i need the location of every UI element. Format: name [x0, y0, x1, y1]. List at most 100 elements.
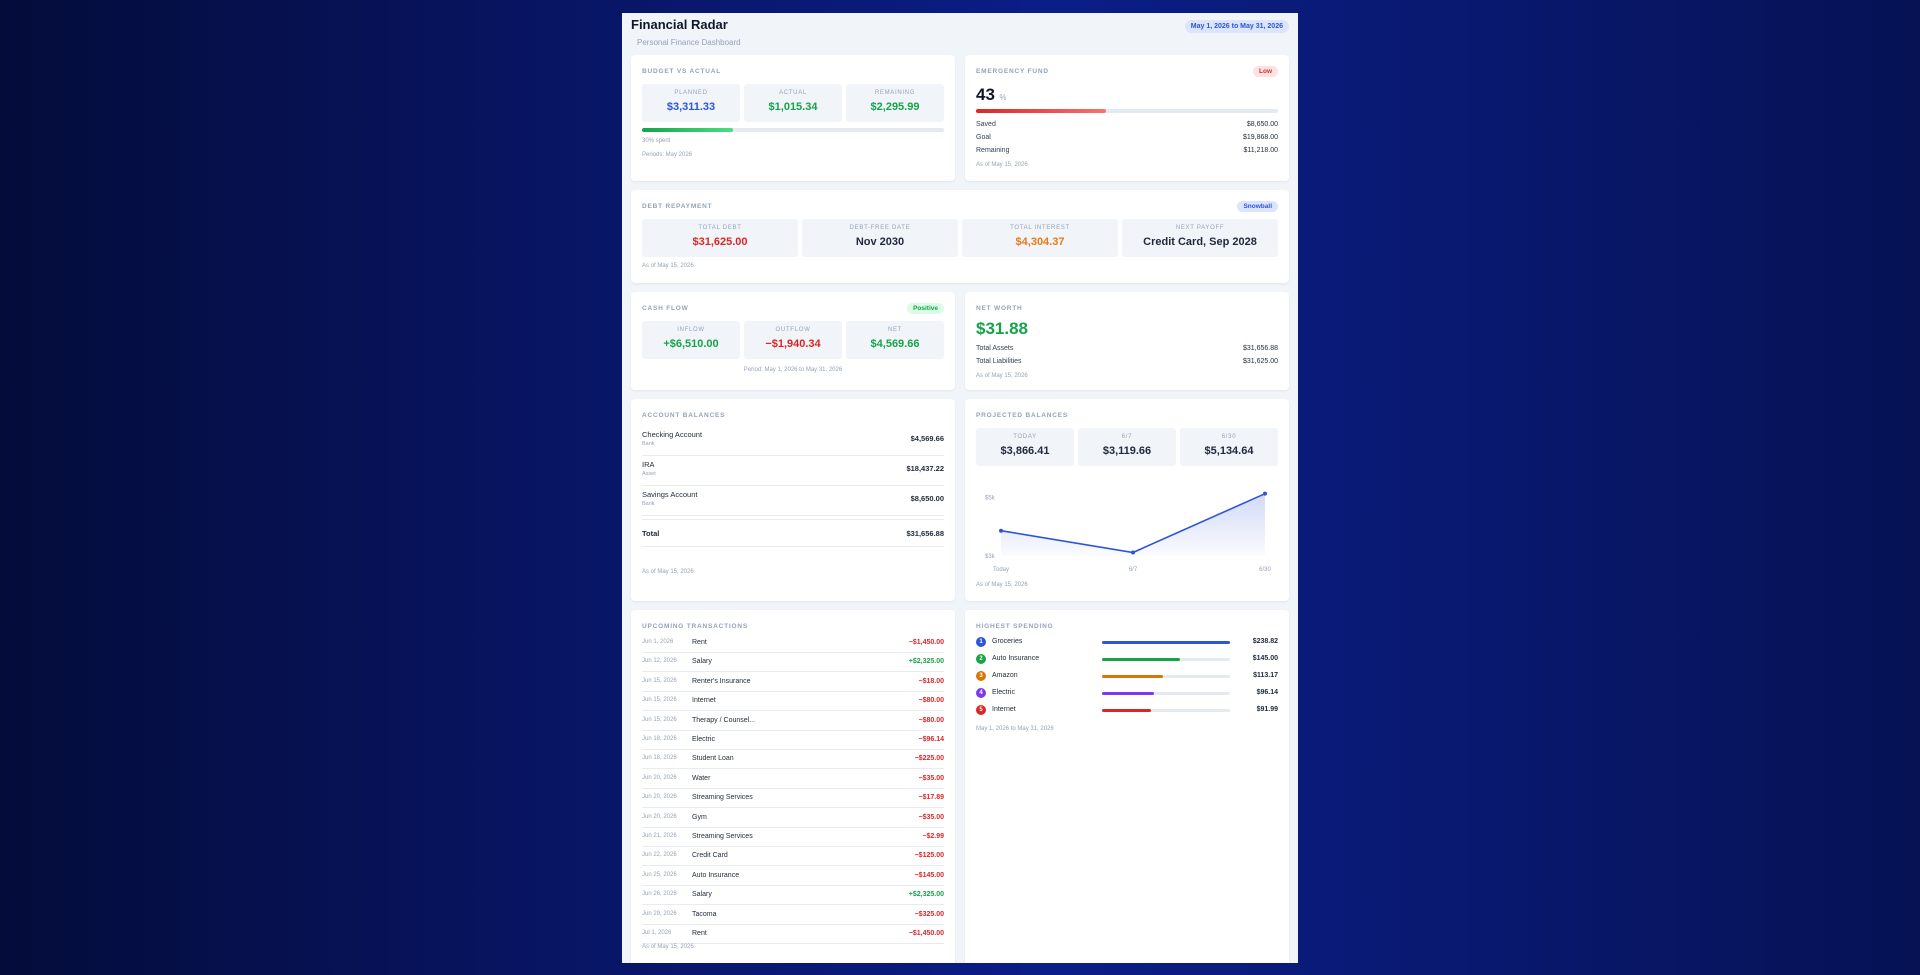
stat-label: 6/7: [1121, 434, 1133, 440]
category-name: Electric: [992, 689, 1015, 696]
transaction-row[interactable]: Jun 29, 2026 Tacoma −$325.00: [642, 906, 944, 925]
account-name: IRA: [642, 460, 655, 469]
transaction-row[interactable]: Jun 20, 2026 Water −$35.00: [642, 770, 944, 789]
transaction-description: Salary: [692, 658, 712, 666]
spending-bar: [1102, 709, 1230, 712]
budget-card: Budget vs Actual Planned $3,311.33 Actua…: [631, 55, 955, 181]
transaction-row[interactable]: Jun 15, 2026 Renter's Insurance −$18.00: [642, 673, 944, 692]
transaction-date: Jun 25, 2026: [642, 871, 677, 878]
emergency-percent: 43 %: [976, 85, 1007, 105]
dashboard-page: Financial Radar Personal Finance Dashboa…: [622, 13, 1298, 963]
transaction-row[interactable]: Jun 20, 2026 Streaming Services −$17.89: [642, 789, 944, 809]
transaction-row[interactable]: Jun 22, 2026 Credit Card −$125.00: [642, 847, 944, 867]
transaction-description: Renter's Insurance: [692, 677, 751, 685]
status-badge: Positive: [907, 303, 944, 314]
transaction-row[interactable]: Jun 21, 2026 Streaming Services −$2.99: [642, 828, 944, 847]
card-title: Debt Repayment: [642, 203, 713, 210]
assets-label: Total Assets: [976, 345, 1014, 352]
saved-value: $8,650.00: [1246, 121, 1278, 128]
transaction-row[interactable]: Jun 15, 2026 Therapy / Counsel... −$80.00: [642, 712, 944, 731]
data-point[interactable]: [1131, 550, 1135, 555]
account-row[interactable]: Savings Account Bank $8,650.00: [642, 486, 944, 516]
stat-label: Next Payoff: [1175, 225, 1225, 231]
stat-label: Planned: [674, 90, 708, 96]
percent-value: 43: [976, 85, 995, 104]
cash-flow-card: Cash Flow Positive Inflow +$6,510.00 Out…: [631, 292, 955, 390]
spending-bar: [1102, 641, 1230, 644]
stat-6-30: 6/30 $5,134.64: [1180, 428, 1278, 466]
data-point[interactable]: [1263, 491, 1267, 496]
as-of-text: As of May 15, 2026: [976, 582, 1028, 588]
data-point[interactable]: [999, 528, 1003, 533]
category-amount: $96.14: [1256, 689, 1278, 696]
transaction-date: Jun 22, 2026: [642, 852, 677, 859]
transaction-row[interactable]: Jun 1, 2026 Rent −$1,450.00: [642, 634, 944, 653]
stat-value: Credit Card, Sep 2028: [1143, 236, 1257, 248]
account-row[interactable]: IRA Asset $18,437.22: [642, 456, 944, 486]
transaction-amount: +$2,325.00: [908, 891, 944, 899]
budget-progress-fill: [642, 128, 733, 132]
transaction-amount: −$96.14: [918, 736, 945, 743]
as-of-text: As of May 15, 2026: [642, 944, 694, 950]
account-row[interactable]: Checking Account Bank $4,569.66: [642, 426, 944, 456]
stat-label: Inflow: [677, 327, 705, 333]
transaction-row[interactable]: Jun 18, 2026 Student Loan −$225.00: [642, 750, 944, 770]
as-of-text: As of May 15, 2026: [976, 373, 1028, 379]
as-of-text: As of May 15, 2026: [642, 263, 694, 269]
transaction-amount: −$325.00: [914, 910, 944, 918]
transaction-row[interactable]: Jun 25, 2026 Auto Insurance −$145.00: [642, 867, 944, 886]
spending-row[interactable]: 4 Electric $96.14: [976, 687, 1278, 704]
stat-value: $4,569.66: [870, 338, 920, 350]
stat-label: 6/30: [1221, 434, 1237, 440]
page-subtitle: Personal Finance Dashboard: [637, 38, 741, 47]
transaction-amount: −$35.00: [918, 813, 945, 821]
account-amount: $18,437.22: [906, 464, 944, 473]
transaction-date: Jun 20, 2026: [642, 774, 677, 781]
emergency-progress-fill: [976, 109, 1106, 113]
x-tick-label: 6/7: [1129, 567, 1138, 573]
stat-label: Debt-Free Date: [849, 225, 911, 231]
transaction-date: Jun 12, 2026: [642, 658, 677, 665]
saved-label: Saved: [976, 121, 996, 128]
y-tick-label: $5k: [985, 496, 996, 502]
spending-row[interactable]: 3 Amazon $113.17: [976, 670, 1278, 687]
card-title: Budget vs Actual: [642, 68, 722, 75]
page-title: Financial Radar: [631, 17, 728, 32]
card-title: Net Worth: [976, 305, 1023, 312]
goal-value: $19,868.00: [1242, 134, 1278, 141]
transaction-description: Streaming Services: [692, 833, 753, 840]
net-worth-value: $31.88: [976, 319, 1028, 338]
highest-spending-card: Highest Spending 1 Groceries $238.82 2 Auto …: [965, 610, 1289, 963]
page-header: Financial Radar Personal Finance Dashboa…: [631, 17, 1289, 57]
remaining-row: Remaining $11,218.00: [976, 147, 1278, 154]
transaction-date: Jun 20, 2026: [642, 794, 677, 801]
stat-value: $4,304.37: [1015, 236, 1065, 248]
card-title: Cash Flow: [642, 305, 689, 312]
spending-row[interactable]: 5 Internet $91.99: [976, 704, 1278, 721]
transaction-row[interactable]: Jun 26, 2026 Salary +$2,325.00: [642, 886, 944, 906]
rank-badge: 4: [976, 688, 986, 698]
spending-row[interactable]: 2 Auto Insurance $145.00: [976, 653, 1278, 670]
budget-stats: Planned $3,311.33 Actual $1,015.34 Remai…: [642, 84, 944, 122]
as-of-text: As of May 15, 2026: [976, 162, 1028, 168]
transaction-amount: −$1,450.00: [908, 930, 944, 937]
stat-today: Today $3,866.41: [976, 428, 1074, 466]
stat-net: Net $4,569.66: [846, 321, 944, 359]
spending-bar: [1102, 675, 1230, 678]
stat-label: Total Debt: [698, 225, 742, 231]
spending-row[interactable]: 1 Groceries $238.82: [976, 636, 1278, 653]
date-range-pill[interactable]: May 1, 2026 to May 31, 2026: [1184, 20, 1289, 33]
stat-outflow: Outflow −$1,940.34: [744, 321, 842, 359]
transaction-row[interactable]: Jun 20, 2026 Gym −$35.00: [642, 809, 944, 828]
category-amount: $238.82: [1252, 638, 1278, 645]
account-type: Asset: [642, 471, 656, 477]
stat-value: +$6,510.00: [663, 338, 719, 350]
transaction-row[interactable]: Jul 1, 2026 Rent −$1,450.00: [642, 925, 944, 944]
stat-value: $3,119.66: [1102, 445, 1152, 457]
transaction-amount: −$1,450.00: [908, 639, 944, 646]
transaction-row[interactable]: Jun 18, 2026 Electric −$96.14: [642, 731, 944, 750]
transaction-amount: −$80.00: [918, 716, 945, 724]
stat-label: Outflow: [775, 327, 811, 333]
transaction-row[interactable]: Jun 12, 2026 Salary +$2,325.00: [642, 653, 944, 673]
transaction-row[interactable]: Jun 15, 2026 Internet −$80.00: [642, 692, 944, 712]
